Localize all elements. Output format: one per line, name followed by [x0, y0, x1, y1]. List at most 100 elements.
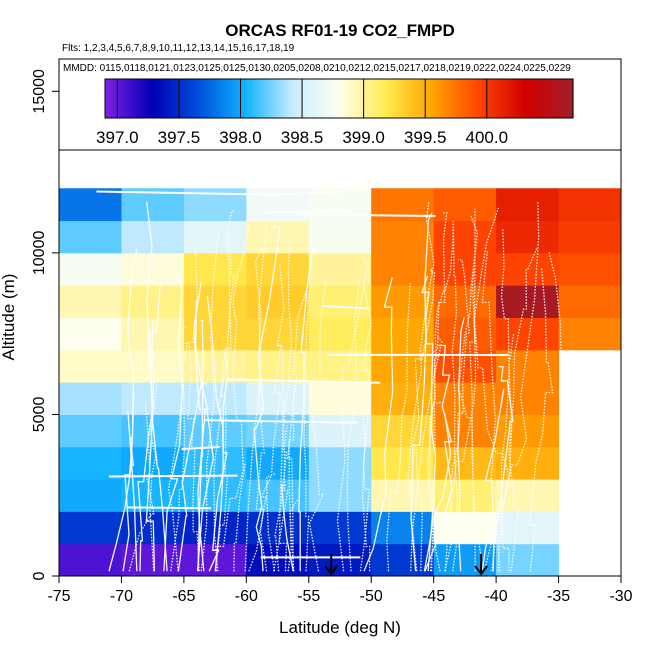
y-axis: 0 5000 10000 15000	[31, 69, 59, 580]
x-tick-label: -35	[547, 588, 570, 605]
flight-level-leg	[226, 378, 380, 384]
colorbar-segment	[482, 79, 486, 118]
colorbar-segment	[185, 79, 189, 118]
flight-track	[163, 270, 184, 572]
colorbar-segment	[518, 79, 522, 118]
flight-track	[481, 251, 501, 572]
heatmap-cell	[371, 220, 435, 254]
colorbar-segment	[359, 79, 363, 118]
colorbar-segment	[513, 79, 517, 118]
colorbar-segment	[544, 79, 548, 118]
colorbar-segment	[320, 79, 324, 118]
colorbar-segment	[567, 79, 571, 118]
flight-track	[254, 247, 270, 572]
flight-track	[196, 383, 214, 572]
flight-track	[411, 268, 436, 572]
colorbar-segment	[154, 79, 158, 118]
colorbar-segment	[349, 79, 353, 118]
colorbar-segment	[547, 79, 551, 118]
flight-track	[469, 268, 476, 572]
colorbar-segment	[188, 79, 192, 118]
colorbar-segment	[487, 79, 491, 118]
heatmap-cell	[308, 382, 372, 415]
colorbar-segment	[562, 79, 566, 118]
colorbar-tick-label: 400.0	[466, 128, 509, 147]
colorbar-segment	[521, 79, 525, 118]
flight-level-leg	[96, 190, 347, 196]
colorbar-segment	[549, 79, 553, 118]
colorbar-segment	[388, 79, 392, 118]
colorbar-segment	[331, 79, 335, 118]
colorbar-segment	[284, 79, 288, 118]
heatmap-cell	[558, 188, 622, 222]
colorbar-segment	[432, 79, 436, 118]
heatmap-cell	[433, 285, 497, 318]
flight-track	[421, 275, 437, 572]
colorbar-segment	[427, 79, 431, 118]
colorbar-segment	[430, 79, 434, 118]
y-tick-label: 0	[31, 571, 48, 580]
colorbar-segment	[281, 79, 285, 118]
heatmap-cell	[246, 285, 310, 318]
colorbar-segment	[440, 79, 444, 118]
colorbar-segment	[110, 79, 114, 118]
colorbar-segment	[164, 79, 168, 118]
colorbar-segment	[393, 79, 397, 118]
heatmap-cell	[433, 479, 497, 512]
colorbar-segment	[214, 79, 218, 118]
colorbar-segment	[474, 79, 478, 118]
heatmap-cell	[183, 285, 247, 318]
flight-track	[122, 390, 135, 572]
heatmap-cell	[433, 446, 497, 480]
colorbar-segment	[380, 79, 384, 118]
flight-level-leg	[297, 213, 436, 218]
colorbar-segment	[302, 79, 306, 118]
colorbar-segment	[141, 79, 145, 118]
colorbar-segment	[336, 79, 340, 118]
colorbar-segment	[528, 79, 532, 118]
colorbar-segment	[292, 79, 296, 118]
heatmap-cell	[59, 317, 122, 351]
colorbar-segment	[287, 79, 291, 118]
colorbar-segment	[419, 79, 423, 118]
colorbar-segment	[201, 79, 205, 118]
heatmap-cell	[308, 317, 372, 351]
colorbar-segment	[471, 79, 475, 118]
colorbar-segment	[232, 79, 236, 118]
heatmap-cell	[496, 479, 560, 512]
colorbar-segment	[339, 79, 343, 118]
colorbar-segment	[159, 79, 163, 118]
flight-track	[428, 220, 454, 572]
colorbar-tick-label: 397.0	[96, 128, 139, 147]
colorbar-segment	[268, 79, 272, 118]
flight-track	[423, 413, 452, 572]
dates-text: MMDD: 0115,0118,0121,0123,0125,0125,0130…	[63, 63, 571, 74]
heatmap-cell	[59, 414, 122, 448]
colorbar-segment	[305, 79, 309, 118]
colorbar-segment	[333, 79, 337, 118]
heatmap-cell	[183, 543, 247, 577]
flight-track	[410, 335, 443, 572]
colorbar-segment	[357, 79, 361, 118]
colorbar-segment	[534, 79, 538, 118]
colorbar-segment	[258, 79, 262, 118]
colorbar	[104, 78, 574, 119]
colorbar-segment	[396, 79, 400, 118]
heatmap-cell	[371, 446, 435, 480]
colorbar-segment	[107, 79, 111, 118]
heatmap-cell	[558, 317, 622, 351]
colorbar-segment	[508, 79, 512, 118]
colorbar-segment	[552, 79, 556, 118]
heatmap-cell	[121, 543, 185, 577]
colorbar-tick-label: 399.0	[342, 128, 385, 147]
heatmap-cell	[496, 252, 560, 286]
colorbar-segment	[461, 79, 465, 118]
flight-track	[187, 245, 200, 572]
flight-track	[148, 284, 168, 572]
colorbar-segment	[469, 79, 473, 118]
colorbar-segment	[128, 79, 132, 118]
colorbar-segment	[437, 79, 441, 118]
colorbar-ticks: 397.0 397.5 398.0 398.5 399.0 399.5 400.0	[96, 79, 508, 147]
colorbar-segment	[346, 79, 350, 118]
heatmap-cell	[308, 446, 372, 480]
